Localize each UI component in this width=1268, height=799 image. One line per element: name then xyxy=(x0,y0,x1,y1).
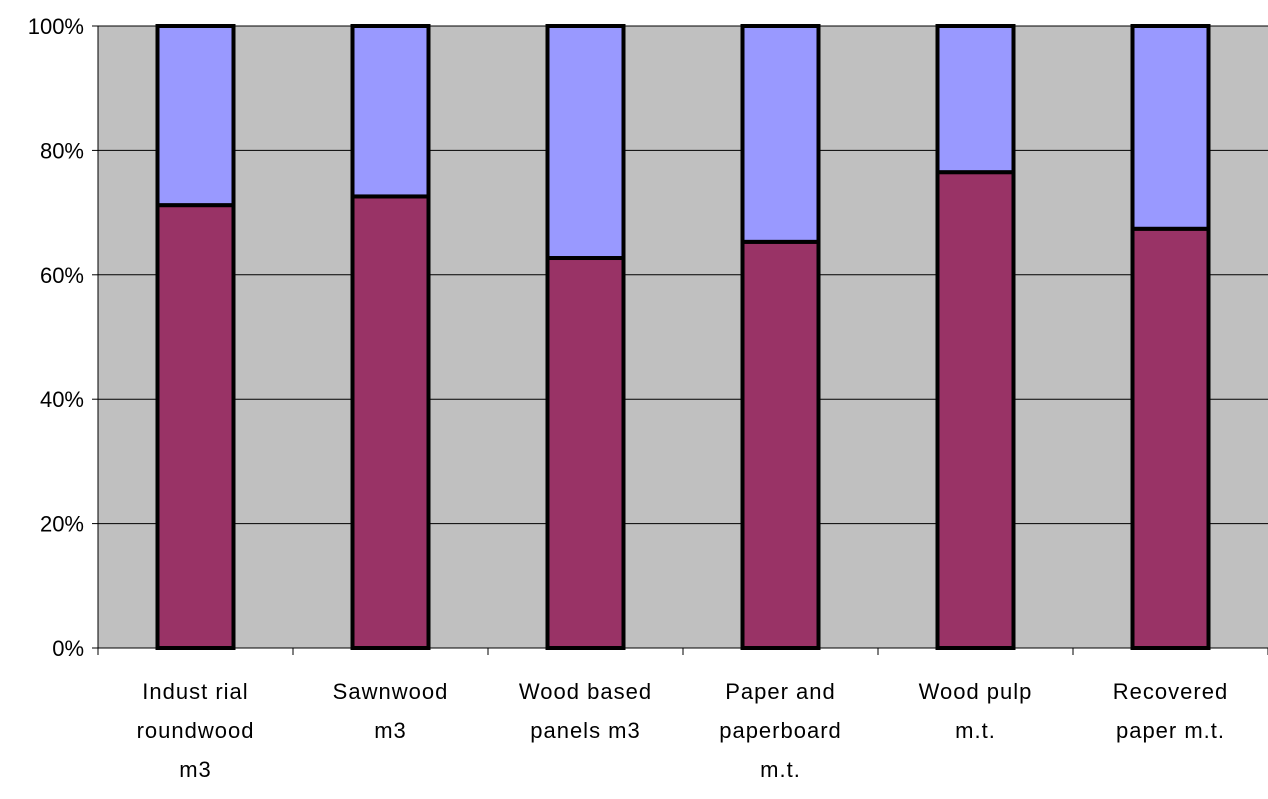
bar-segment-series-1 xyxy=(935,170,1016,650)
bars xyxy=(155,24,1211,651)
plot-area xyxy=(98,26,1268,648)
bar-segment-series-2 xyxy=(935,24,1016,175)
gridlines xyxy=(98,25,1268,525)
y-tick-label: 0% xyxy=(52,636,84,661)
x-tick-label-line: roundwood xyxy=(137,718,255,743)
bar-segment-series-1 xyxy=(740,239,821,650)
bar-segment-series-1 xyxy=(1130,226,1211,650)
x-tick-label: Wood pulp m.t. xyxy=(919,679,1033,743)
y-tick-label: 80% xyxy=(40,138,84,163)
x-tick-label: Indust rial roundwood m3 xyxy=(137,679,255,782)
bar-segment-series-2 xyxy=(155,24,236,208)
x-tick-label: Paper and paperboard m.t. xyxy=(719,679,842,782)
tick-labels: 0% 20% 40% 60% 80% 100% Indust rial roundwood m3… xyxy=(28,14,1228,782)
bar-segment-series-2 xyxy=(1130,24,1211,231)
y-tick-label: 100% xyxy=(28,14,84,39)
x-tick-label-line: m.t. xyxy=(955,718,996,743)
y-tick-label: 60% xyxy=(40,263,84,288)
x-tick-label-line: Paper and xyxy=(725,679,836,704)
bar-segment-series-2 xyxy=(545,24,626,261)
bar-segment-series-2 xyxy=(350,24,431,199)
x-tick-label-line: Sawnwood xyxy=(333,679,449,704)
y-tick-label: 40% xyxy=(40,387,84,412)
x-tick-label: Sawnwood m3 xyxy=(333,679,449,743)
x-tick-label-line: paperboard xyxy=(719,718,842,743)
x-tick-label-line: Wood pulp xyxy=(919,679,1033,704)
x-tick-label-line: m3 xyxy=(374,718,407,743)
y-tick-label: 20% xyxy=(40,512,84,537)
x-tick-label-line: Recovered xyxy=(1113,679,1228,704)
x-tick-label-line: panels m3 xyxy=(530,718,641,743)
x-tick-label-line: m3 xyxy=(179,757,212,782)
x-tick-label-line: Wood based xyxy=(519,679,652,704)
x-tick-label-line: paper m.t. xyxy=(1116,718,1225,743)
axes xyxy=(92,25,1268,655)
bar-segment-series-1 xyxy=(350,194,431,650)
x-tick-label: Wood based panels m3 xyxy=(519,679,652,743)
bar-segment-series-1 xyxy=(155,203,236,651)
x-tick-label-line: Indust rial xyxy=(142,679,248,704)
bar-segment-series-2 xyxy=(740,24,821,244)
bar-segment-series-1 xyxy=(545,256,626,650)
x-tick-label-line: m.t. xyxy=(760,757,801,782)
x-tick-label: Recovered paper m.t. xyxy=(1113,679,1228,743)
